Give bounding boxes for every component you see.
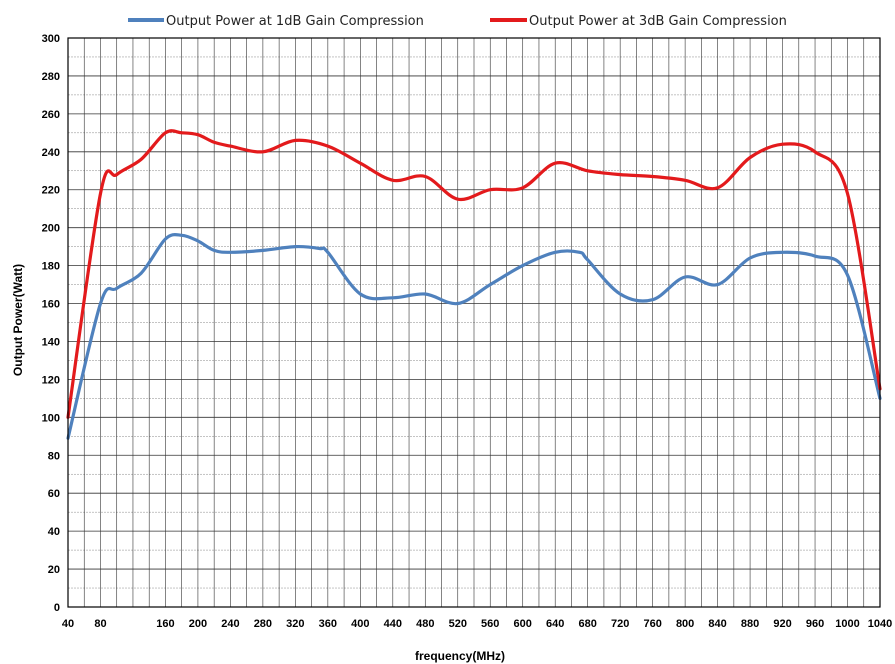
y-tick-label: 200: [42, 223, 60, 235]
y-tick-label: 0: [54, 602, 60, 614]
y-tick-label: 180: [42, 261, 60, 273]
x-tick-label: 40: [62, 618, 74, 630]
y-tick-label: 20: [48, 564, 60, 576]
x-tick-label: 480: [416, 618, 434, 630]
x-tick-label: 360: [319, 618, 337, 630]
y-tick-label: 40: [48, 526, 60, 538]
x-tick-label: 640: [546, 618, 564, 630]
x-tick-label: 160: [156, 618, 174, 630]
y-tick-label: 140: [42, 336, 60, 348]
y-tick-label: 260: [42, 109, 60, 121]
plot-frame: [67, 37, 881, 608]
x-axis-title: frequency(MHz): [415, 649, 505, 663]
y-tick-label: 100: [42, 412, 60, 424]
x-tick-label: 520: [449, 618, 467, 630]
x-tick-label: 200: [189, 618, 207, 630]
x-tick-label: 920: [773, 618, 791, 630]
x-tick-label: 1000: [835, 618, 859, 630]
x-tick-label: 600: [514, 618, 532, 630]
x-tick-label: 80: [94, 618, 106, 630]
x-tick-label: 320: [286, 618, 304, 630]
x-tick-label: 760: [643, 618, 661, 630]
y-tick-label: 120: [42, 374, 60, 386]
legend: Output Power at 1dB Gain Compression Out…: [128, 14, 787, 29]
x-tick-label: 280: [254, 618, 272, 630]
y-tick-label: 220: [42, 185, 60, 197]
x-tick-label: 400: [351, 618, 369, 630]
x-tick-label: 1040: [868, 618, 892, 630]
x-tick-label: 720: [611, 618, 629, 630]
y-tick-label: 300: [42, 33, 60, 45]
series-line-3db: [66, 129, 882, 419]
x-tick-label: 560: [481, 618, 499, 630]
tick-labels: 0 20 40 60 80 100 120 140 160 180 200 220 240 260 280 3…: [42, 33, 893, 630]
y-tick-label: 160: [42, 299, 60, 311]
legend-label-1db: Output Power at 1dB Gain Compression: [166, 14, 424, 29]
x-tick-label: 840: [708, 618, 726, 630]
y-tick-label: 240: [42, 147, 60, 159]
x-tick-label: 800: [676, 618, 694, 630]
x-tick-label: 880: [741, 618, 759, 630]
y-tick-label: 280: [42, 71, 60, 83]
series-line-1db: [66, 233, 882, 440]
legend-label-3db: Output Power at 3dB Gain Compression: [529, 14, 787, 29]
axes: [67, 37, 881, 608]
grid: [67, 37, 881, 608]
y-axis-title: Output Power(Watt): [11, 264, 25, 376]
x-tick-label: 240: [221, 618, 239, 630]
series-layer: [66, 129, 882, 440]
x-tick-label: 960: [806, 618, 824, 630]
y-tick-label: 80: [48, 450, 60, 462]
y-tick-label: 60: [48, 488, 60, 500]
x-tick-label: 440: [384, 618, 402, 630]
x-tick-label: 680: [579, 618, 597, 630]
